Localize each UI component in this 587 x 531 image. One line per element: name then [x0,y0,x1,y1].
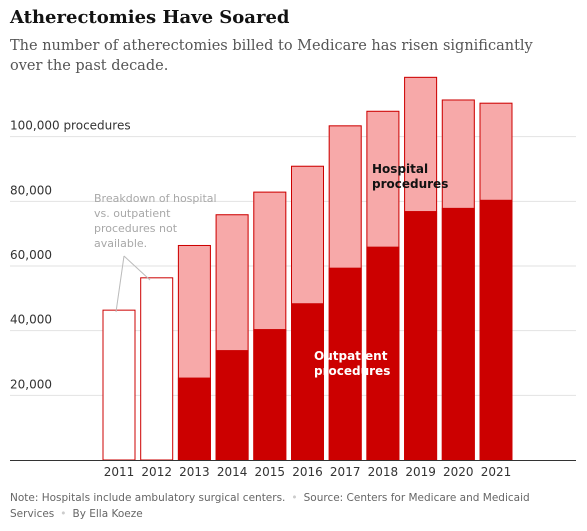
x-tick-label: 2018 [368,465,399,479]
x-tick-label: 2020 [443,465,474,479]
x-tick-label: 2014 [217,465,248,479]
bar-total-unbroken [102,309,136,461]
x-tick-label: 2019 [405,465,436,479]
footer-byline: By Ella Koeze [72,508,143,520]
bar-hospital-segment [404,76,438,212]
annotation-no-breakdown-line: vs. outpatient [94,207,171,220]
bar-outpatient-segment [366,246,400,460]
x-tick-label: 2015 [255,465,286,479]
footer-separator: • [291,492,298,504]
bar-total-unbroken [140,277,174,461]
chart-subtitle: The number of atherectomies billed to Me… [10,38,533,74]
chart-title: Atherectomies Have Soared [10,7,290,28]
bar-hospital-segment [441,99,475,208]
footer-source: Source: Centers for Medicare and Medicai… [10,492,530,520]
bar-outpatient-segment [253,329,287,460]
annotation-no-breakdown-line: procedures not [94,222,178,235]
x-tick-label: 2013 [179,465,210,479]
bar-outpatient-segment [479,199,513,460]
bar-outpatient-segment [328,267,362,460]
y-tick-label: 40,000 [10,313,52,327]
footer-note: Note: Hospitals include ambulatory surgi… [10,492,286,504]
bar-outpatient-segment [404,211,438,460]
annotation-outpatient-label: procedures [314,364,390,378]
y-tick-label: 100,000 procedures [10,119,131,133]
bar-outpatient-segment [177,377,211,460]
y-tick-label: 20,000 [10,377,52,391]
x-tick-label: 2017 [330,465,361,479]
annotation-outpatient-label: Outpatient [314,349,388,363]
annotation-no-breakdown-line: available. [94,237,147,250]
chart-footer: Note: Hospitals include ambulatory surgi… [10,490,570,522]
bar-hospital-segment [366,110,400,247]
footer-separator: • [60,508,67,520]
x-tick-label: 2011 [104,465,135,479]
y-tick-label: 60,000 [10,248,52,262]
annotation-hospital-label: procedures [372,177,448,191]
annotation-leader-line [123,255,151,281]
bar-outpatient-segment [441,207,475,460]
annotation-no-breakdown-line: Breakdown of hospital [94,192,217,205]
bar-hospital-segment [215,214,249,351]
bar-hospital-segment [291,165,324,304]
y-tick-label: 80,000 [10,183,52,197]
x-tick-label: 2016 [292,465,323,479]
bar-outpatient-segment [215,350,249,460]
bar-hospital-segment [479,102,513,200]
annotation-leader-line [115,255,125,313]
bar-hospital-segment [328,125,362,268]
bar-hospital-segment [177,244,211,378]
bar-outpatient-segment [291,303,324,460]
x-tick-label: 2012 [141,465,172,479]
x-tick-label: 2021 [481,465,512,479]
annotation-hospital-label: Hospital [372,162,428,176]
bar-hospital-segment [253,191,287,330]
